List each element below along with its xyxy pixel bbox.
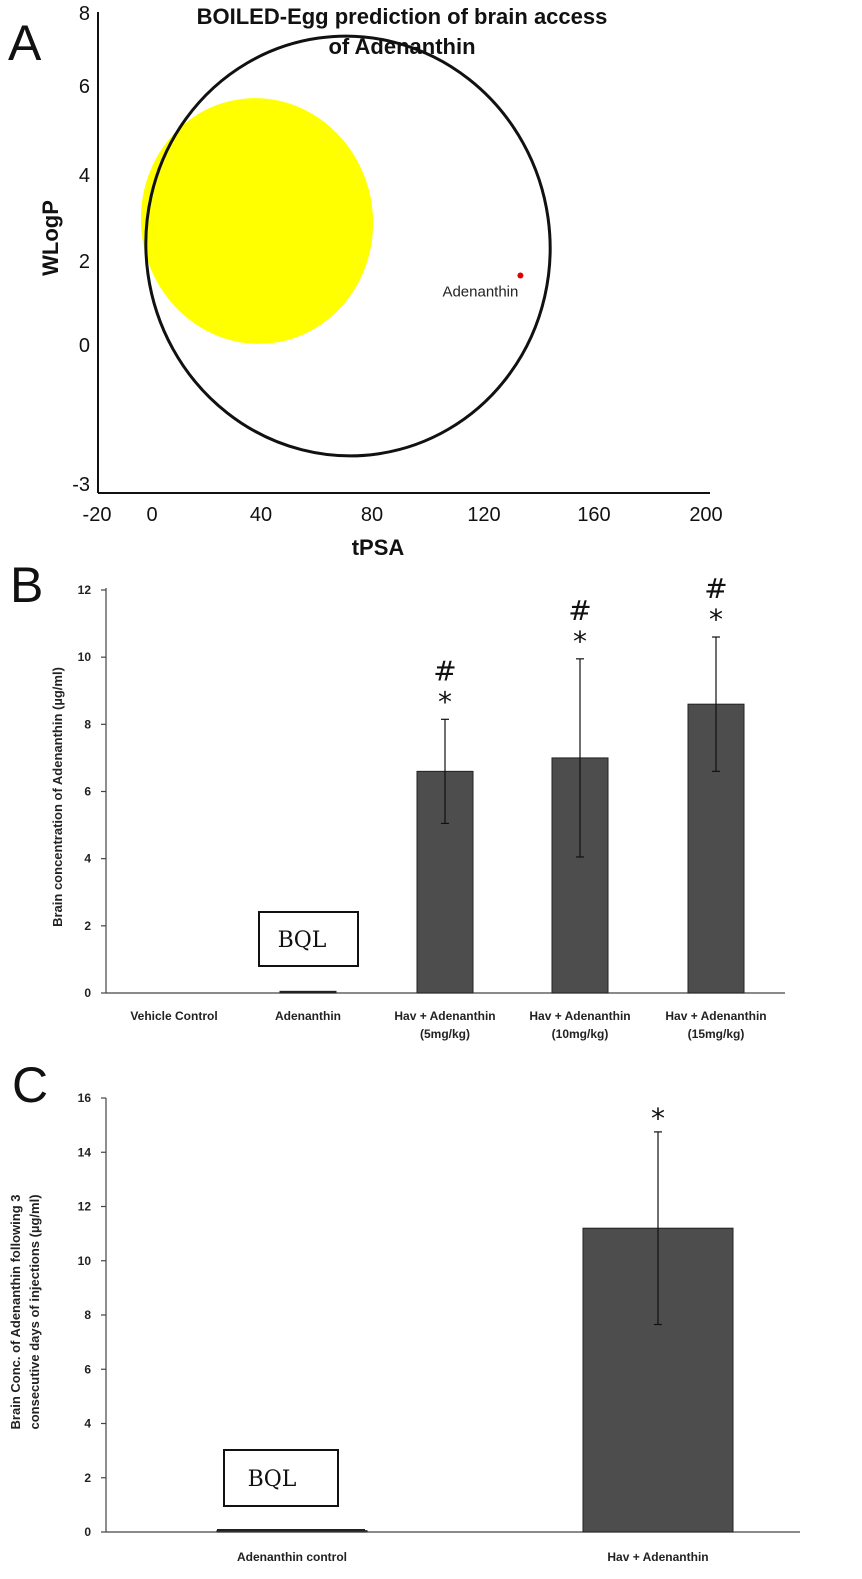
chart-a-xtick: 160 — [577, 504, 610, 526]
chart-b-significance-hash: # — [568, 594, 591, 627]
chart-b-category-label: Hav + Adenanthin — [665, 1009, 766, 1023]
chart-b-category-label: Vehicle Control — [130, 1009, 217, 1023]
chart-b-yticks: 0 2 4 6 8 10 12 — [78, 583, 106, 1000]
chart-c-bql-box — [223, 1449, 339, 1507]
panel-c: C 0 2 4 6 8 10 12 14 16 * Brain Conc. of Adenant… — [8, 1057, 800, 1564]
panel-label-a: A — [8, 15, 42, 71]
chart-a-white-region — [144, 34, 552, 458]
chart-a-xtick: 200 — [689, 504, 722, 526]
chart-b-category-sublabel: (10mg/kg) — [552, 1027, 609, 1041]
chart-b-ytick-label: 0 — [84, 986, 91, 1000]
chart-b-significance-star: * — [573, 625, 587, 658]
chart-b-ytick-label: 2 — [84, 919, 91, 933]
chart-a-ytick: 8 — [79, 3, 90, 25]
chart-b-ylabel: Brain concentration of Adenanthin (µg/ml… — [50, 667, 65, 927]
chart-a-ytick: -3 — [72, 474, 90, 496]
chart-a-yolk-region — [140, 98, 374, 344]
chart-b-category-label: Adenanthin — [275, 1009, 341, 1023]
chart-c-category-label: Hav + Adenanthin — [607, 1550, 708, 1564]
chart-b-significance-star: * — [709, 603, 723, 636]
chart-a-xlabel: tPSA — [352, 535, 405, 560]
chart-c-ytick-label: 4 — [84, 1417, 91, 1431]
chart-c-ylabel-line2: consecutive days of injections (µg/ml) — [27, 1194, 42, 1429]
chart-c-ylabel-line1: Brain Conc. of Adenanthin following 3 — [8, 1195, 23, 1430]
chart-a-ylabel: WLogP — [38, 200, 63, 276]
chart-a-point-label: Adenanthin — [442, 284, 518, 301]
chart-b-bql-box — [258, 911, 359, 967]
chart-b-category-sublabel: (5mg/kg) — [420, 1027, 470, 1041]
chart-b-ytick-label: 6 — [84, 785, 91, 799]
chart-c-significance-star: * — [651, 1102, 665, 1135]
chart-a-title-line2: of Adenanthin — [328, 34, 475, 59]
chart-c-ytick-label: 12 — [78, 1200, 92, 1214]
chart-c-bql-label: BQL — [248, 1467, 297, 1492]
chart-b-ytick-label: 8 — [84, 717, 91, 731]
panel-label-b: B — [10, 557, 43, 613]
chart-b-ytick-label: 12 — [78, 583, 92, 597]
chart-c-category-label: Adenanthin control — [237, 1550, 347, 1564]
panel-label-c: C — [12, 1057, 48, 1113]
chart-b-category-label: Hav + Adenanthin — [394, 1009, 495, 1023]
chart-b-bar — [551, 757, 609, 994]
chart-a-title-line1: BOILED-Egg prediction of brain access — [197, 4, 608, 29]
chart-a-xtick: -20 — [83, 504, 112, 526]
chart-b-category-sublabel: (15mg/kg) — [688, 1027, 745, 1041]
chart-c-ytick-label: 10 — [78, 1254, 92, 1268]
chart-b-significance-hash: # — [704, 572, 727, 605]
chart-c-yticks: 0 2 4 6 8 10 12 14 16 — [78, 1091, 106, 1539]
chart-a-ytick: 2 — [79, 251, 90, 273]
panel-a: A BOILED-Egg prediction of brain access … — [8, 3, 723, 560]
chart-a-ytick: 6 — [79, 76, 90, 98]
chart-a-ytick: 0 — [79, 335, 90, 357]
chart-a-xtick: 120 — [467, 504, 500, 526]
chart-b-bql-label: BQL — [278, 928, 327, 953]
chart-a-ytick: 4 — [79, 165, 90, 187]
chart-c-ytick-label: 2 — [84, 1471, 91, 1485]
chart-b-ytick-label: 10 — [78, 650, 92, 664]
chart-a-point-adenanthin — [517, 272, 524, 279]
chart-b-significance-star: * — [438, 685, 452, 718]
chart-b-bars: *#*# *# — [279, 572, 745, 994]
chart-c-ytick-label: 0 — [84, 1525, 91, 1539]
chart-b-significance-hash: # — [433, 654, 456, 687]
chart-a-xtick: 40 — [250, 504, 272, 526]
chart-b-ytick-label: 4 — [84, 852, 91, 866]
chart-c-ytick-label: 16 — [78, 1091, 92, 1105]
chart-c-ytick-label: 6 — [84, 1362, 91, 1376]
chart-a-xtick: 80 — [361, 504, 383, 526]
chart-c-ytick-label: 8 — [84, 1308, 91, 1322]
chart-b-category-label: Hav + Adenanthin — [529, 1009, 630, 1023]
chart-c-ytick-label: 14 — [78, 1145, 92, 1159]
chart-a-xtick: 0 — [146, 504, 157, 526]
chart-c-bars: * — [216, 1102, 734, 1533]
